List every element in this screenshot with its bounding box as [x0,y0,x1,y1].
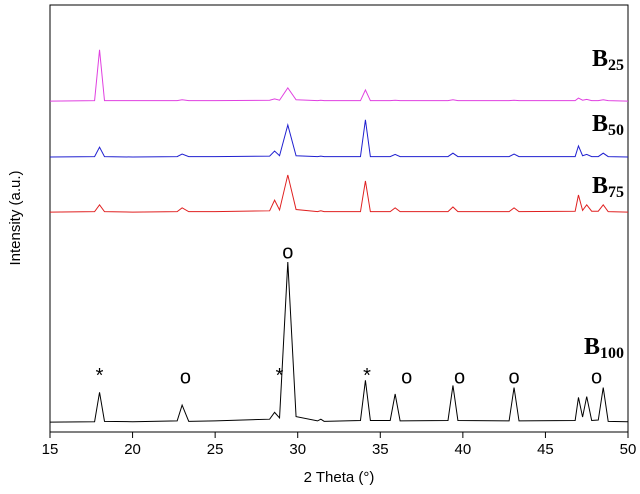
peak-marker: o [591,366,602,388]
peak-marker: o [508,366,519,388]
x-tick-label: 30 [289,441,306,458]
peak-marker: o [401,366,412,388]
xrd-trace [49,49,629,102]
xrd-trace [49,262,629,423]
peak-marker: * [96,365,104,387]
x-tick-label: 20 [124,441,141,458]
series-label: B50 [592,111,624,139]
y-axis-label: Intensity (a.u.) [7,170,24,265]
x-tick-label: 25 [207,441,224,458]
x-tick-label: 15 [42,441,59,458]
peak-marker: * [363,365,371,387]
series-label-subscript: 100 [600,345,624,362]
xrd-trace [49,119,629,158]
peak-marker: o [282,241,293,263]
x-tick-label: 45 [537,441,554,458]
series-label-text: B [592,46,608,72]
peak-marker: o [180,366,191,388]
series-label-text: B [584,334,600,360]
x-tick-label: 40 [455,441,472,458]
x-tick-label: 35 [372,441,389,458]
series-label-subscript: 50 [608,122,624,139]
x-tick-label: 50 [620,441,637,458]
series-label: B25 [592,46,624,74]
series-label: B75 [592,173,624,201]
xrd-trace [49,174,629,213]
series-label-text: B [592,111,608,137]
peak-marker: * [276,365,284,387]
series-label-subscript: 75 [608,184,624,201]
peak-marker: o [454,366,465,388]
series-label: B100 [584,334,624,362]
series-label-subscript: 25 [608,57,624,74]
plot-frame [49,4,629,433]
x-axis-label: 2 Theta (°) [304,469,375,486]
series-label-text: B [592,173,608,199]
